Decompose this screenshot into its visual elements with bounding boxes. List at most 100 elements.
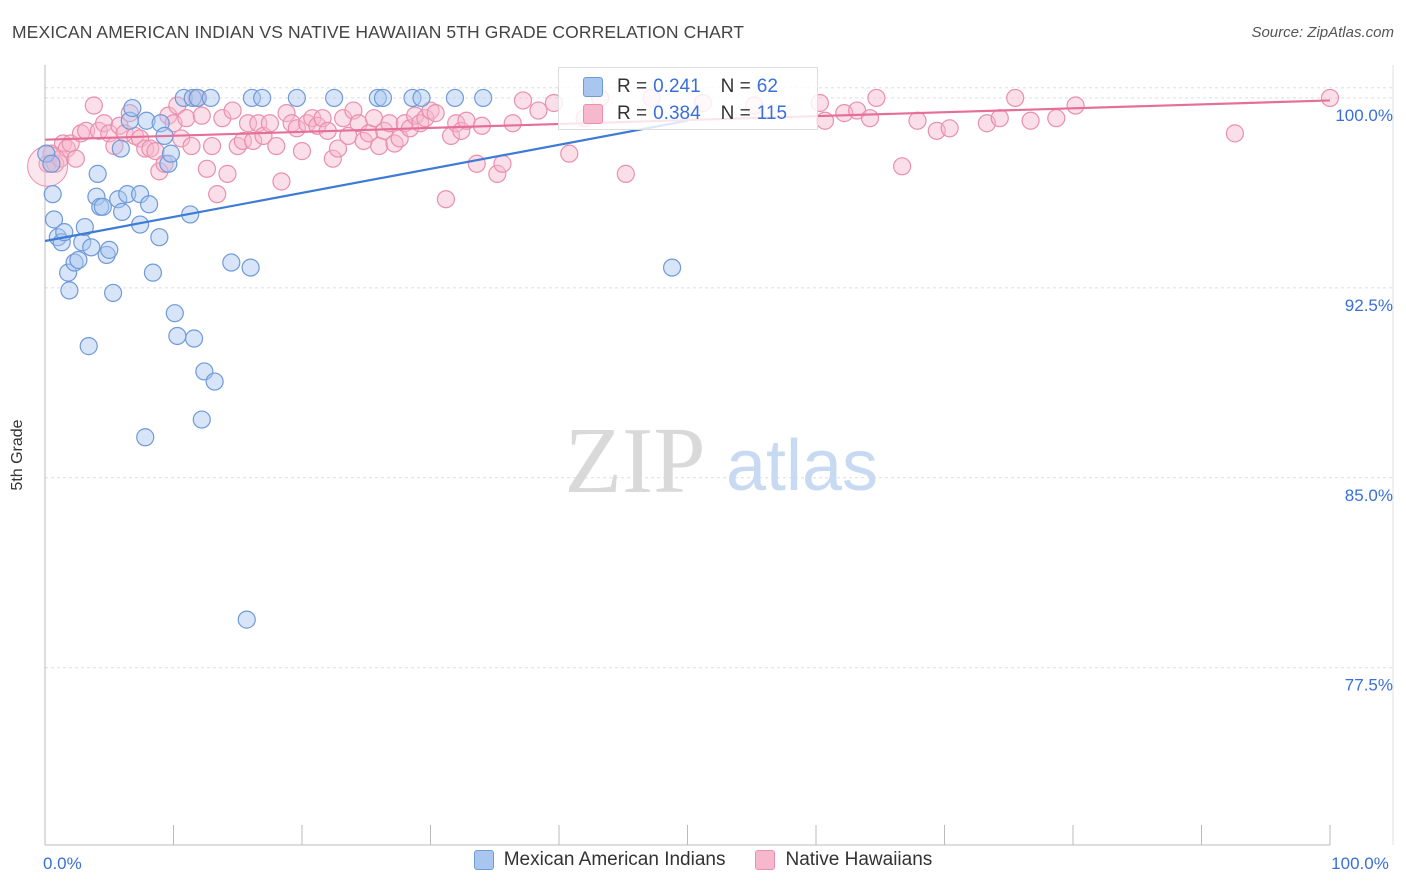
watermark-atlas: atlas	[726, 426, 878, 506]
x-tick-labels: 0.0% 100.0%	[43, 854, 1389, 873]
data-point	[192, 410, 211, 429]
data-point	[87, 187, 106, 206]
data-point	[88, 164, 107, 183]
data-point	[66, 149, 85, 168]
data-point	[529, 101, 548, 120]
n-label: N =	[720, 76, 751, 97]
stats-swatch-pink	[583, 104, 603, 124]
data-point	[368, 88, 387, 108]
data-point	[183, 88, 202, 108]
data-point	[37, 144, 56, 163]
data-point	[503, 114, 522, 133]
data-point	[467, 154, 486, 173]
data-point	[616, 164, 635, 183]
data-point	[197, 159, 217, 178]
data-point	[213, 109, 232, 128]
data-point	[184, 329, 204, 348]
series-mexican-american-indians	[37, 88, 682, 629]
data-point	[44, 210, 64, 229]
y-tick-label: 85.0%	[1345, 486, 1393, 505]
data-point	[867, 88, 886, 108]
data-point	[95, 114, 114, 133]
data-point	[112, 202, 132, 221]
legend-label: Mexican American Indians	[503, 849, 726, 870]
r-label: R =	[617, 76, 648, 97]
data-point	[100, 240, 119, 259]
data-point-large	[27, 145, 69, 187]
data-point	[474, 88, 493, 108]
data-point	[42, 154, 61, 173]
data-point	[161, 144, 181, 163]
data-point	[436, 190, 456, 209]
y-tick-labels: 100.0% 92.5% 85.0% 77.5%	[1335, 106, 1393, 695]
x-tick-label: 100.0%	[1331, 854, 1389, 873]
data-point	[233, 131, 252, 151]
data-point	[168, 96, 187, 115]
data-point	[93, 197, 112, 216]
data-point	[1225, 124, 1245, 143]
data-point	[493, 154, 512, 173]
data-point	[208, 185, 227, 204]
data-point	[168, 326, 187, 346]
data-point	[118, 185, 137, 204]
stats-box: R = 0.241 N = 62 R = 0.384 N = 115	[558, 67, 818, 130]
data-point	[222, 253, 241, 272]
data-point	[328, 139, 348, 158]
data-point	[272, 172, 291, 191]
data-point	[908, 111, 927, 130]
legend-label: Native Hawaiians	[785, 849, 933, 870]
data-point	[123, 98, 142, 118]
data-point	[60, 281, 79, 300]
data-point	[421, 101, 440, 120]
y-tick-label: 77.5%	[1345, 676, 1393, 695]
watermark-zip: ZIP	[565, 409, 706, 513]
watermark: ZIP atlas	[565, 409, 879, 513]
data-point	[1021, 111, 1040, 130]
data-point	[201, 88, 220, 108]
y-tick-label: 100.0%	[1335, 106, 1393, 125]
n-value: 115	[756, 103, 788, 124]
data-point	[237, 610, 256, 629]
data-point	[82, 238, 101, 257]
legend: Mexican American Indians Native Hawaiian…	[0, 849, 1406, 871]
data-point	[277, 104, 296, 123]
data-point	[202, 136, 222, 156]
data-point	[143, 263, 163, 282]
data-point	[139, 195, 159, 214]
data-point	[260, 114, 279, 133]
data-point	[51, 149, 70, 168]
legend-swatch-pink	[755, 850, 776, 870]
data-point	[287, 88, 306, 108]
data-point	[253, 88, 272, 108]
data-point	[662, 258, 682, 277]
x-tick-label: 0.0%	[43, 854, 82, 873]
legend-item-native-hawaiians[interactable]: Native Hawaiians	[755, 849, 932, 871]
data-point	[325, 88, 344, 108]
data-point	[242, 88, 261, 108]
data-point	[238, 114, 258, 133]
r-label: R =	[617, 103, 648, 124]
data-point	[323, 149, 342, 168]
data-point	[412, 88, 431, 108]
n-label: N =	[720, 103, 751, 124]
source-label: Source: ZipAtlas.com	[1251, 24, 1394, 41]
y-tick-label: 92.5%	[1345, 296, 1393, 315]
data-point	[69, 250, 88, 270]
data-point	[141, 139, 160, 158]
legend-item-mexican-american-indians[interactable]: Mexican American Indians	[473, 849, 726, 871]
n-value: 62	[756, 76, 778, 97]
stats-row-blue: R = 0.241 N = 62	[583, 73, 778, 101]
data-point	[267, 136, 286, 156]
data-point	[75, 217, 94, 237]
trend-line-mexican-american-indians	[44, 119, 688, 243]
data-point	[79, 337, 98, 356]
r-value: 0.241	[653, 76, 701, 97]
data-point	[940, 119, 959, 138]
data-point	[1066, 96, 1085, 115]
data-point	[59, 263, 78, 282]
data-point	[136, 428, 155, 447]
data-point	[1047, 109, 1066, 128]
data-point	[182, 136, 201, 156]
data-point	[370, 136, 389, 156]
data-point	[445, 88, 465, 108]
